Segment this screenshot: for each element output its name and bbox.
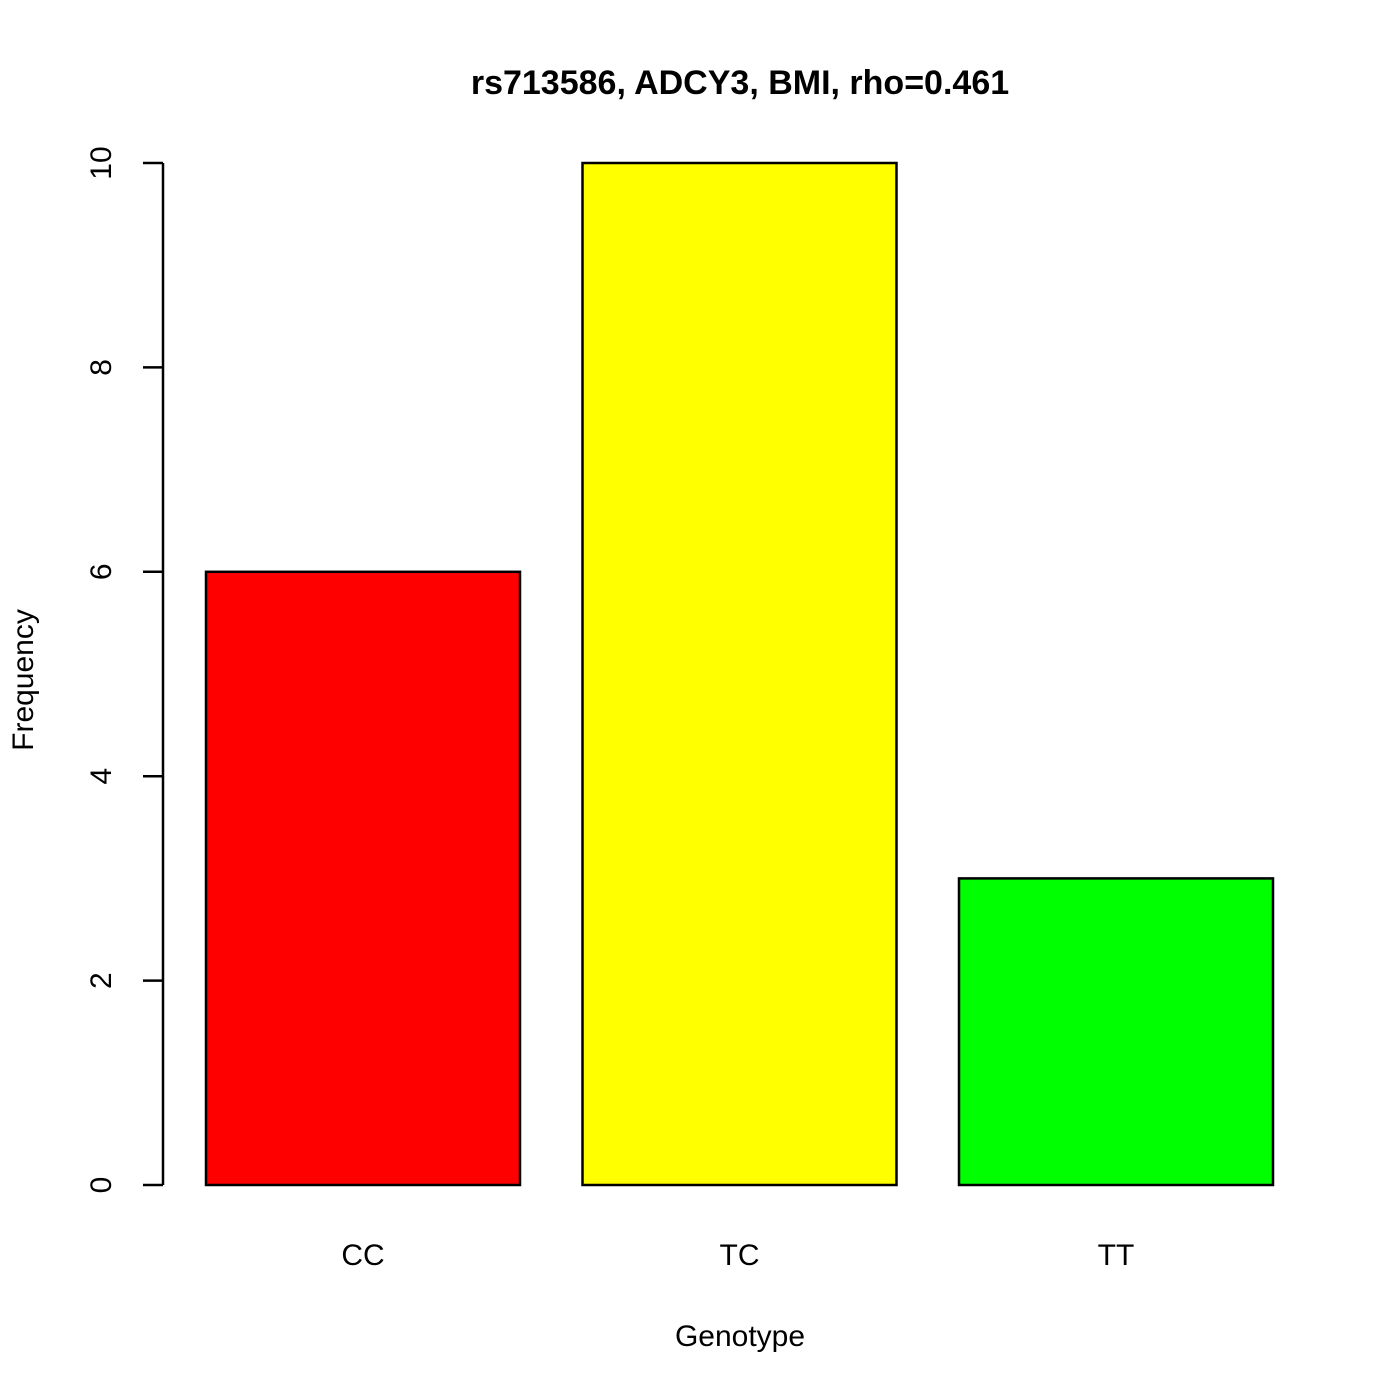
- y-tick-label: 0: [85, 1177, 118, 1194]
- y-tick-label: 6: [85, 563, 118, 580]
- bar: [957, 877, 1275, 1187]
- bar: [204, 570, 522, 1187]
- y-tick-label: 4: [85, 768, 118, 785]
- chart-title: rs713586, ADCY3, BMI, rho=0.461: [471, 64, 1009, 102]
- x-tick-label: TC: [720, 1239, 760, 1272]
- bar: [581, 161, 898, 1187]
- x-tick-label: CC: [341, 1239, 384, 1272]
- x-tick-label: TT: [1098, 1239, 1135, 1272]
- y-tick-label: 2: [85, 972, 118, 989]
- y-tick-label: 8: [85, 359, 118, 376]
- x-axis-label: Genotype: [675, 1320, 805, 1353]
- y-tick-label: 10: [85, 146, 118, 179]
- y-axis-label: Frequency: [7, 609, 40, 751]
